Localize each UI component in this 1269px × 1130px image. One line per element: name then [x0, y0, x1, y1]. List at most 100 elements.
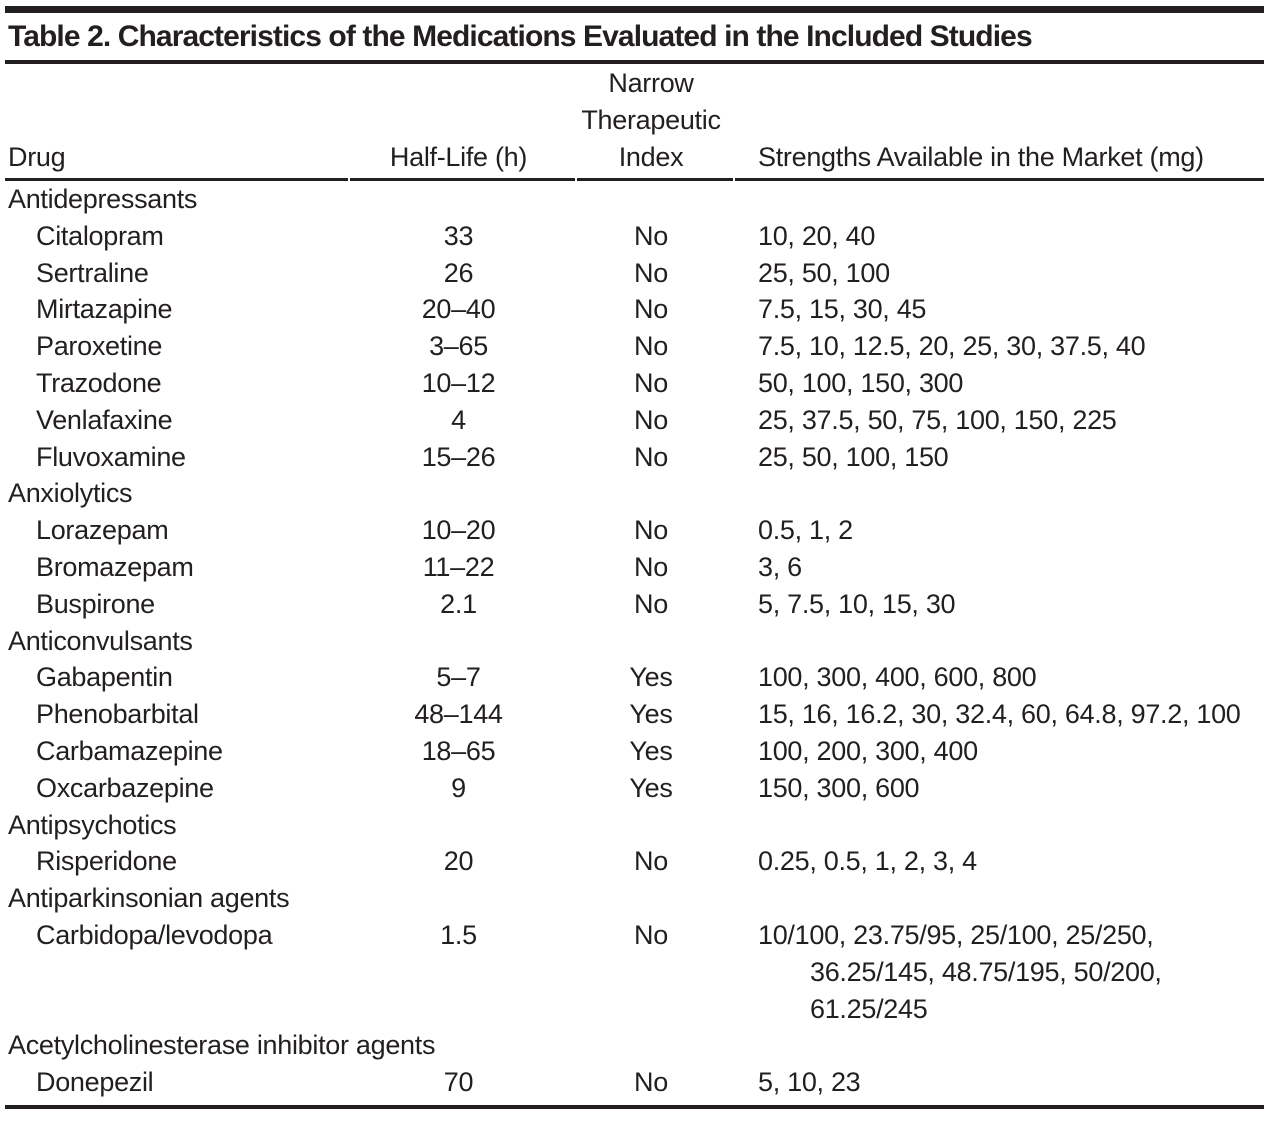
narrow-therapeutic-index-value: No	[634, 367, 668, 398]
half-life-value: 20–40	[421, 294, 496, 325]
table-row: Carbamazepine 18–65 Yes 100, 200, 300, 4…	[0, 733, 1269, 770]
section-row: Antipsychotics	[0, 807, 1269, 844]
drug-name: Carbidopa/levodopa	[36, 919, 273, 950]
strengths-line: 7.5, 15, 30, 45	[758, 294, 927, 325]
rule-segment	[350, 178, 575, 181]
table-row: Trazodone 10–12 No 50, 100, 150, 300	[0, 365, 1269, 402]
narrow-therapeutic-index-value: No	[634, 257, 668, 288]
narrow-therapeutic-index-value: Yes	[629, 772, 673, 803]
strengths-line: 150, 300, 600	[758, 772, 920, 803]
table-row: Venlafaxine 4 No 25, 37.5, 50, 75, 100, …	[0, 402, 1269, 439]
table-row: Oxcarbazepine 9 Yes 150, 300, 600	[0, 770, 1269, 807]
half-life-value: 5–7	[436, 662, 481, 693]
section-label: Antiparkinsonian agents	[8, 883, 290, 914]
table-bottom-rule	[5, 1104, 1264, 1109]
half-life-value: 26	[443, 257, 474, 288]
strengths-line: 3, 6	[758, 551, 802, 582]
section-label: Acetylcholinesterase inhibitor agents	[8, 1030, 436, 1061]
drug-name: Phenobarbital	[36, 699, 199, 730]
narrow-therapeutic-index-value: Yes	[629, 662, 673, 693]
header-line-therapeutic: Therapeutic	[581, 105, 721, 135]
half-life-value: 15–26	[421, 441, 496, 472]
table-row: Mirtazapine 20–40 No 7.5, 15, 30, 45	[0, 291, 1269, 328]
half-life-value: 9	[451, 772, 466, 803]
drug-name: Citalopram	[36, 220, 164, 251]
strengths-value: 25, 50, 100	[730, 255, 1269, 292]
strengths-value: 50, 100, 150, 300	[730, 365, 1269, 402]
section-label: Antidepressants	[8, 184, 198, 214]
header-divider-rule	[5, 178, 1264, 181]
strengths-value: 150, 300, 600	[730, 770, 1269, 807]
strengths-line: 100, 200, 300, 400	[758, 735, 978, 766]
drug-name: Sertraline	[36, 257, 149, 288]
column-header-strengths: Strengths Available in the Market (mg)	[758, 142, 1204, 172]
table-row: Fluvoxamine 15–26 No 25, 50, 100, 150	[0, 439, 1269, 476]
strengths-value: 3, 6	[730, 549, 1269, 586]
drug-name: Lorazepam	[36, 515, 169, 546]
strengths-value: 25, 37.5, 50, 75, 100, 150, 225	[730, 402, 1269, 439]
rule-segment	[577, 178, 733, 181]
narrow-therapeutic-index-value: No	[634, 331, 668, 362]
strengths-line: 10/100, 23.75/95, 25/100, 25/250,	[758, 919, 1154, 950]
table-row: Risperidone 20 No 0.25, 0.5, 1, 2, 3, 4	[0, 843, 1269, 880]
strengths-line: 25, 50, 100, 150	[758, 441, 949, 472]
column-header-half-life: Half-Life (h)	[389, 142, 528, 172]
drug-name: Mirtazapine	[36, 294, 173, 325]
table-row: Lorazepam 10–20 No 0.5, 1, 2	[0, 512, 1269, 549]
half-life-value: 20	[443, 846, 474, 877]
narrow-therapeutic-index-value: No	[634, 588, 668, 619]
section-row: Acetylcholinesterase inhibitor agents	[0, 1027, 1269, 1064]
header-line-index: Index	[618, 142, 684, 172]
table-row: Bromazepam 11–22 No 3, 6	[0, 549, 1269, 586]
strengths-value: 100, 300, 400, 600, 800	[730, 659, 1269, 696]
drug-name: Paroxetine	[36, 331, 163, 362]
narrow-therapeutic-index-value: No	[634, 515, 668, 546]
narrow-therapeutic-index-value: No	[634, 1067, 668, 1098]
strengths-value: 25, 50, 100, 150	[730, 439, 1269, 476]
section-row: Anticonvulsants	[0, 623, 1269, 660]
strengths-value: 0.5, 1, 2	[730, 512, 1269, 549]
half-life-value: 10–12	[421, 367, 496, 398]
strengths-line: 10, 20, 40	[758, 220, 876, 251]
table-body: Antidepressants Citalopram 33 No 10, 20,…	[0, 181, 1269, 1101]
narrow-therapeutic-index-value: No	[634, 846, 668, 877]
section-row: Antidepressants	[0, 181, 1269, 218]
half-life-value: 48–144	[414, 699, 503, 730]
table-title: Table 2. Characteristics of the Medicati…	[8, 20, 1033, 53]
header-line-narrow: Narrow	[608, 68, 694, 98]
rule-segment	[735, 178, 1264, 181]
strengths-line: 100, 300, 400, 600, 800	[758, 662, 1037, 693]
column-header-row: Drug Half-Life (h) Narrow Therapeutic In…	[0, 64, 1269, 178]
table-row: Gabapentin 5–7 Yes 100, 300, 400, 600, 8…	[0, 659, 1269, 696]
drug-name: Carbamazepine	[36, 735, 223, 766]
strengths-line: 5, 7.5, 10, 15, 30	[758, 588, 956, 619]
strengths-line: 25, 50, 100	[758, 257, 890, 288]
section-label: Anxiolytics	[8, 478, 133, 509]
narrow-therapeutic-index-value: No	[634, 919, 668, 950]
half-life-value: 10–20	[421, 515, 496, 546]
strengths-line: 7.5, 10, 12.5, 20, 25, 30, 37.5, 40	[758, 331, 1146, 362]
narrow-therapeutic-index-value: No	[634, 404, 668, 435]
drug-name: Trazodone	[36, 367, 162, 398]
half-life-value: 4	[451, 404, 466, 435]
strengths-line: 36.25/145, 48.75/195, 50/200,	[810, 956, 1162, 987]
paper-table-figure: Table 2. Characteristics of the Medicati…	[0, 6, 1269, 1130]
strengths-line: 15, 16, 16.2, 30, 32.4, 60, 64.8, 97.2, …	[758, 699, 1241, 730]
half-life-value: 33	[443, 220, 474, 251]
half-life-value: 11–22	[422, 551, 495, 582]
narrow-therapeutic-index-value: Yes	[629, 699, 673, 730]
section-label: Antipsychotics	[8, 809, 177, 840]
column-header-drug: Drug	[8, 142, 66, 172]
narrow-therapeutic-index-value: No	[634, 220, 668, 251]
table-row: Citalopram 33 No 10, 20, 40	[0, 218, 1269, 255]
table-row: Donepezil 70 No 5, 10, 23	[0, 1064, 1269, 1101]
half-life-value: 1.5	[440, 919, 477, 950]
strengths-line: 25, 37.5, 50, 75, 100, 150, 225	[758, 404, 1117, 435]
narrow-therapeutic-index-value: No	[634, 294, 668, 325]
column-header-narrow-therapeutic-index: Narrow Therapeutic Index	[572, 65, 730, 176]
drug-name: Buspirone	[36, 588, 155, 619]
half-life-value: 3–65	[429, 331, 488, 362]
strengths-line: 0.5, 1, 2	[758, 515, 853, 546]
drug-name: Risperidone	[36, 846, 177, 877]
strengths-value: 10, 20, 40	[730, 218, 1269, 255]
